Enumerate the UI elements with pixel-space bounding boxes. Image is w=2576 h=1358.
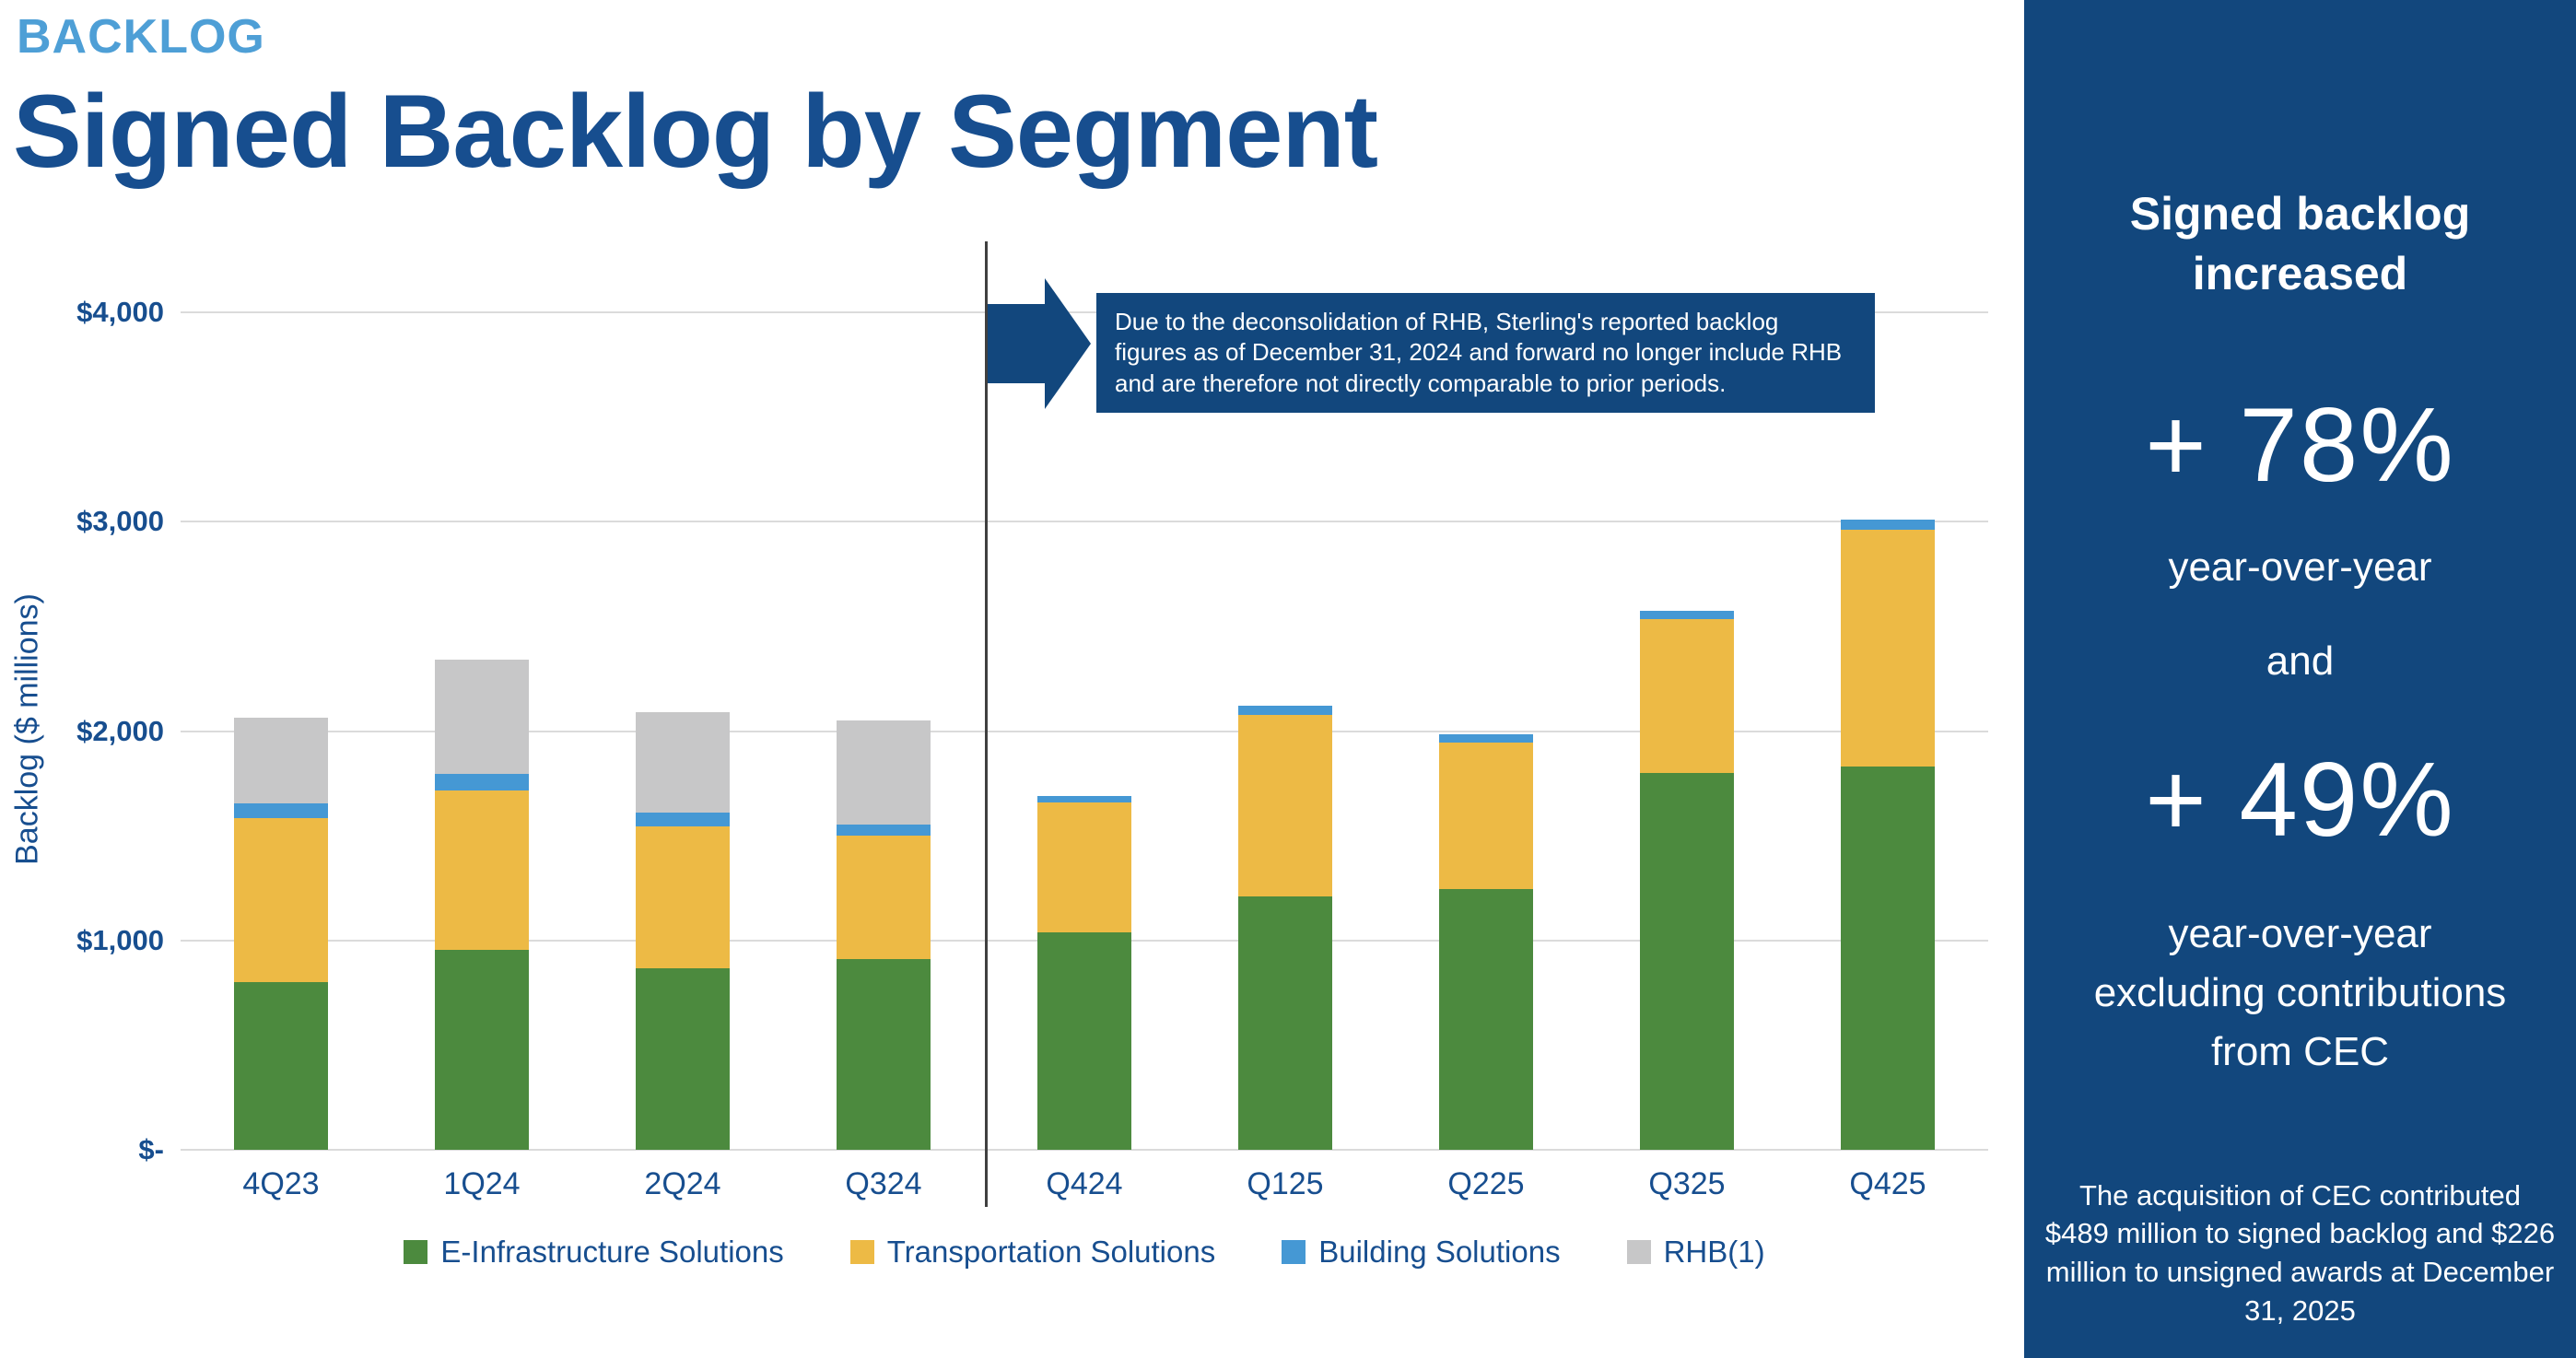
gridline [181,521,1988,523]
bar-segment [1439,743,1533,890]
bar-segment [837,959,931,1150]
callout-arrow-icon [988,304,1045,383]
bar-group-Q225 [1439,733,1533,1150]
bar-segment [1640,772,1734,1150]
bar-segment [837,720,931,825]
cec-footnote: The acquisition of CEC contributed $489 … [2044,1178,2556,1328]
stat-yoy-increase: + 78% [2145,387,2455,504]
legend-item: RHB(1) [1626,1235,1765,1270]
sidebar-heading: Signed backlog increased [2129,188,2471,299]
x-tick-label: Q125 [1247,1166,1324,1201]
bar-segment [1841,520,1935,531]
legend-label: Building Solutions [1318,1235,1561,1269]
x-tick-label: Q424 [1046,1166,1123,1201]
bar-segment [837,836,931,960]
x-tick-label: Q324 [845,1166,922,1201]
x-tick-label: 2Q24 [644,1166,721,1201]
bar-segment [1640,610,1734,619]
legend-label: Transportation Solutions [886,1235,1216,1269]
y-tick-label: $3,000 [76,505,164,538]
y-tick-label: $2,000 [76,714,164,747]
chart-legend: E-Infrastructure Solutions Transportation… [181,1235,1988,1270]
legend-swatch-icon [1626,1240,1651,1264]
connector-text: and [2266,638,2335,684]
bar-segment [234,802,328,818]
bar-group-Q425 [1841,520,1935,1150]
bar-segment [435,949,529,1150]
bar-group-Q424 [1037,795,1131,1150]
bar-segment [1238,715,1332,897]
legend-item: Building Solutions [1282,1235,1561,1270]
x-tick-label: Q225 [1447,1166,1525,1201]
section-eyebrow: BACKLOG [17,10,265,64]
x-tick-label: Q325 [1648,1166,1726,1201]
bar-segment [1037,802,1131,932]
bar-group-4Q23 [234,717,328,1150]
y-tick-label: $- [138,1133,164,1165]
legend-item: E-Infrastructure Solutions [404,1235,784,1270]
bar-segment [636,813,730,826]
bar-segment [435,774,529,791]
y-axis-tick-labels: $- $1,000 $2,000 $3,000 $4,000 [0,296,164,1165]
bar-segment [1640,618,1734,773]
bar-segment [1841,530,1935,767]
x-axis-tick-labels: 4Q23 1Q24 2Q24 Q324 Q424 Q125 Q225 Q325 Q425 [181,1166,1988,1205]
bar-segment [435,790,529,950]
stat-yoy-caption: year-over-year [2168,544,2432,590]
bar-group-2Q24 [636,712,730,1150]
annotation-callout: Due to the deconsolidation of RHB, Sterl… [1096,293,1875,413]
bar-segment [1238,706,1332,716]
bar-group-Q324 [837,720,931,1150]
legend-label: RHB(1) [1663,1235,1765,1269]
bar-segment [1037,931,1131,1150]
plot-area [181,311,1988,1151]
x-tick-label: Q425 [1849,1166,1926,1201]
legend-swatch-icon [404,1240,428,1264]
bar-group-Q125 [1238,706,1332,1150]
bar-group-Q325 [1640,610,1734,1150]
legend-swatch-icon [849,1240,874,1264]
callout-arrow-tip-icon [1045,278,1091,409]
legend-item: Transportation Solutions [849,1235,1216,1270]
bar-segment [234,817,328,983]
y-tick-label: $4,000 [76,296,164,328]
bar-segment [1037,795,1131,802]
x-tick-label: 1Q24 [443,1166,521,1201]
bar-segment [837,824,931,837]
bar-segment [435,660,529,775]
bar-segment [1238,896,1332,1150]
y-tick-label: $1,000 [76,923,164,956]
bar-segment [1841,767,1935,1150]
bar-segment [234,717,328,803]
gridline [181,1149,1988,1151]
bar-segment [636,712,730,814]
gridline [181,730,1988,732]
period-divider-line [985,241,988,1207]
legend-swatch-icon [1282,1240,1306,1264]
bar-group-1Q24 [435,660,529,1150]
page-title: Signed Backlog by Segment [13,74,1378,189]
bar-segment [636,825,730,969]
legend-label: E-Infrastructure Solutions [440,1235,784,1269]
x-tick-label: 4Q23 [242,1166,320,1201]
highlights-panel: Signed backlog increased + 78% year-over… [2024,0,2576,1358]
bar-segment [1439,889,1533,1150]
stat-yoy-ex-cec-caption: year-over-year excluding contributions f… [2093,911,2507,1074]
bar-segment [234,982,328,1150]
bar-segment [636,968,730,1150]
stat-yoy-ex-cec-increase: + 49% [2145,742,2455,859]
bar-segment [1439,733,1533,743]
